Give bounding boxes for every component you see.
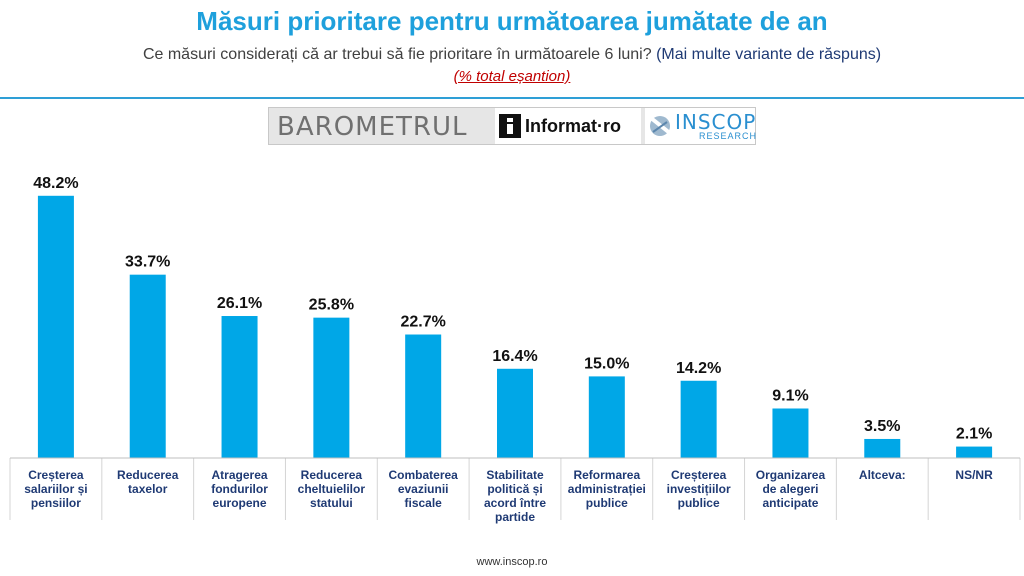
category-label: Reducerea taxelor (117, 468, 179, 496)
category-label: Atragerea fondurilor europene (211, 468, 268, 510)
bar-value-label: 25.8% (309, 297, 354, 314)
inscop-logo-subtext: RESEARCH (699, 131, 758, 141)
inscop-logo-text: INSCOP (675, 110, 757, 134)
header-divider (0, 97, 1024, 99)
bar (313, 317, 350, 458)
category-label: Reformarea administrației publice (568, 468, 646, 510)
bar (405, 334, 442, 458)
footer-url: www.inscop.ro (476, 556, 548, 568)
bar (956, 446, 993, 458)
category-label: Stabilitate politică și acord între partide (484, 468, 546, 524)
inscop-emblem-icon (649, 116, 673, 136)
bar (588, 376, 625, 458)
informat-logo: Informat·ro (495, 108, 641, 144)
category-label: Organizarea de alegeri anticipate (756, 468, 826, 510)
bar (497, 368, 533, 458)
bar (129, 274, 166, 458)
category-label: Altceva: (859, 468, 906, 482)
subtitle-multiple-answers: (Mai multe variante de răspuns) (656, 46, 882, 63)
bar (37, 195, 74, 459)
bar-value-label: 33.7% (125, 254, 170, 271)
barometrul-logo: BAROMETRUL (277, 112, 468, 142)
bar-value-label: 3.5% (864, 418, 900, 435)
barometer-logo-band: BAROMETRUL Informat·ro INSCOP RESEARCH (268, 107, 756, 145)
subtitle-question: Ce măsuri considerați că ar trebui să fi… (142, 46, 652, 63)
chart-subtitle: Ce măsuri considerați că ar trebui să fi… (0, 46, 1024, 64)
bar-value-label: 9.1% (772, 387, 808, 404)
bar (864, 438, 901, 458)
bar-value-label: 48.2% (33, 175, 78, 192)
category-label: Creșterea investițiilor publice (667, 468, 731, 510)
bar-value-label: 15.0% (584, 355, 629, 372)
sample-note: (% total eșantion) (453, 68, 571, 85)
category-label: Creșterea salariilor și pensiilor (24, 468, 87, 510)
chart-title: Măsuri prioritare pentru următoarea jumă… (196, 6, 828, 36)
bar-value-label: 26.1% (217, 295, 262, 312)
bar-value-label: 16.4% (492, 348, 537, 365)
bar-value-label: 14.2% (676, 360, 721, 377)
informat-logo-text: Informat·ro (525, 116, 621, 136)
informat-i-icon (499, 114, 521, 138)
category-label: NS/NR (955, 468, 993, 482)
inscop-logo: INSCOP RESEARCH (645, 108, 758, 144)
bar (221, 316, 258, 458)
bar (680, 380, 717, 458)
bar-value-label: 2.1% (956, 426, 992, 443)
category-label: Combaterea evaziunii fiscale (389, 468, 459, 510)
bar-value-label: 22.7% (400, 314, 445, 331)
bar (772, 408, 809, 458)
category-label: Reducerea cheltuielilor statului (298, 468, 366, 510)
